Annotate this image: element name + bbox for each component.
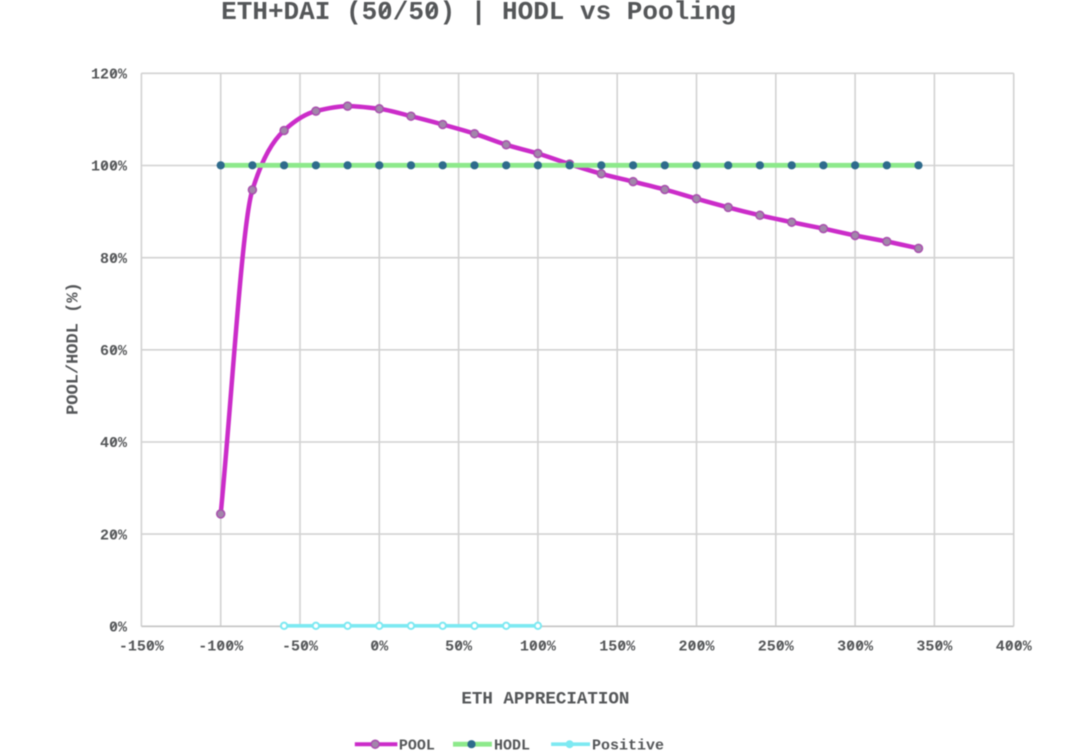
svg-text:ETH+DAI (50/50) | HODL vs Pool: ETH+DAI (50/50) | HODL vs Pooling: [221, 0, 736, 27]
svg-text:50%: 50%: [445, 638, 473, 655]
svg-text:150%: 150%: [599, 638, 636, 655]
svg-text:0%: 0%: [109, 620, 128, 637]
svg-text:0%: 0%: [370, 638, 389, 655]
svg-text:Positive: Positive: [592, 737, 664, 752]
svg-text:20%: 20%: [100, 527, 128, 544]
svg-text:300%: 300%: [837, 638, 874, 655]
svg-text:ETH APPRECIATION: ETH APPRECIATION: [461, 689, 629, 709]
svg-text:100%: 100%: [520, 638, 557, 655]
svg-text:350%: 350%: [916, 638, 953, 655]
svg-text:POOL: POOL: [399, 737, 435, 752]
svg-text:40%: 40%: [100, 435, 128, 452]
svg-text:250%: 250%: [758, 638, 795, 655]
svg-text:100%: 100%: [91, 159, 128, 176]
svg-text:POOL/HODL (%): POOL/HODL (%): [65, 282, 84, 415]
svg-text:-150%: -150%: [119, 638, 165, 655]
svg-text:-100%: -100%: [198, 638, 244, 655]
svg-text:200%: 200%: [678, 638, 715, 655]
svg-text:400%: 400%: [996, 638, 1033, 655]
svg-text:80%: 80%: [100, 251, 128, 268]
svg-text:HODL: HODL: [494, 737, 530, 752]
svg-text:60%: 60%: [100, 343, 128, 360]
svg-text:-50%: -50%: [282, 638, 319, 655]
svg-text:120%: 120%: [91, 67, 128, 84]
